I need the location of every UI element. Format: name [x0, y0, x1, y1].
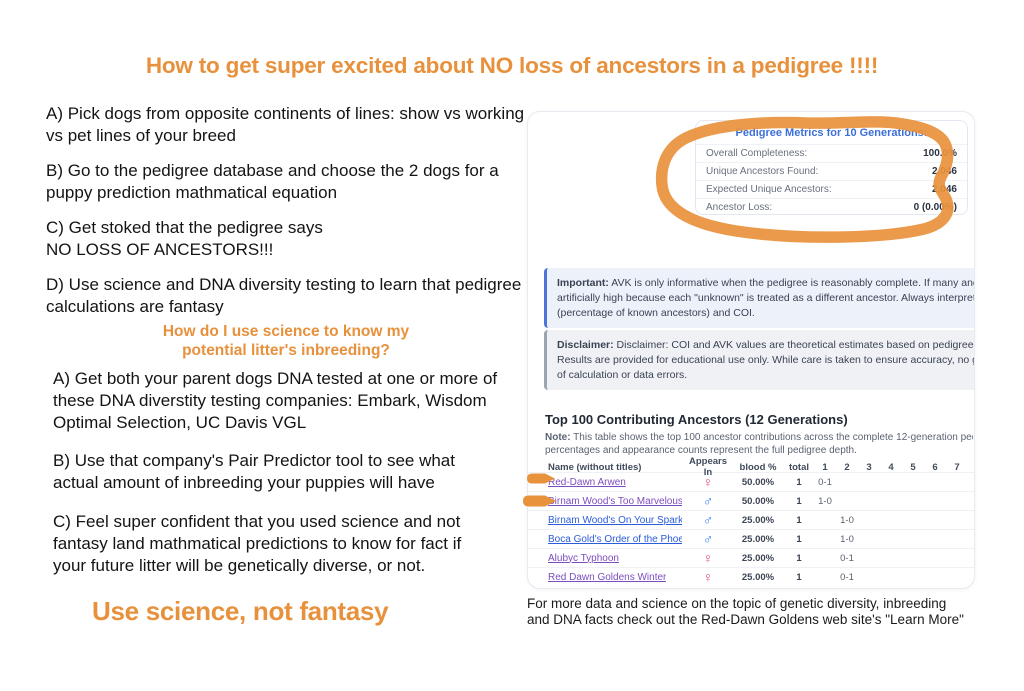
disclaimer-notice: Disclaimer: Disclaimer: COI and AVK valu…	[544, 330, 974, 390]
table-row: Alubyc Typhoon ♀ 25.00% 1 0-1	[528, 548, 974, 567]
ancestor-link[interactable]: Birnam Wood's Too Marvelous For Words	[548, 495, 682, 507]
female-icon: ♀	[702, 474, 714, 490]
ancestors-table-title: Top 100 Contributing Ancestors (12 Gener…	[545, 412, 848, 427]
ancestors-table: Name (without titles) Appears In blood %…	[528, 456, 974, 586]
col-total: total	[788, 461, 810, 473]
table-row: Birnam Wood's Too Marvelous For Words ♂ …	[528, 491, 974, 510]
col-gen-2: 2	[844, 461, 850, 473]
table-row: Red-Dawn Arwen ♀ 50.00% 1 0-1	[528, 472, 974, 491]
step-b2: B) Use that company's Pair Predictor too…	[53, 451, 455, 492]
pedigree-site-screenshot: Pedigree Metrics for 10 Generations: Ove…	[527, 111, 975, 589]
ancestor-link[interactable]: Red Dawn Goldens Winter	[548, 571, 667, 583]
science-question-heading: How do I use science to know my potentia…	[162, 323, 410, 359]
step-c2: C) Feel super confident that you used sc…	[53, 512, 462, 575]
step-a2: A) Get both your parent dogs DNA tested …	[53, 369, 498, 432]
col-gen-5: 5	[910, 461, 916, 473]
metric-row: Overall Completeness: 100.0%	[696, 144, 967, 162]
important-notice: Important: AVK is only informative when …	[544, 268, 974, 328]
step-b1: B) Go to the pedigree database and choos…	[46, 161, 499, 202]
use-science-tagline: Use science, not fantasy	[92, 596, 389, 626]
table-row: Birnam Wood's On Your Spark ♂ 25.00% 1 1…	[528, 510, 974, 529]
pedigree-metrics-card: Pedigree Metrics for 10 Generations: Ove…	[695, 120, 968, 215]
left-text-column: A) Pick dogs from opposite continents of…	[46, 103, 541, 590]
ancestor-link[interactable]: Boca Gold's Order of the Phoenix	[548, 533, 682, 545]
ancestor-link[interactable]: Birnam Wood's On Your Spark	[548, 514, 682, 526]
col-name: Name (without titles)	[548, 461, 642, 473]
col-gen-6: 6	[932, 461, 938, 473]
male-icon: ♂	[702, 531, 714, 547]
ancestor-link[interactable]: Red-Dawn Arwen	[548, 476, 626, 488]
female-icon: ♀	[702, 550, 714, 566]
step-c1: C) Get stoked that the pedigree says NO …	[46, 218, 323, 259]
male-icon: ♂	[702, 493, 714, 509]
col-gen-1: 1	[822, 461, 828, 473]
table-row: Red Dawn Goldens Winter ♀ 25.00% 1 0-1	[528, 567, 974, 586]
slide-title: How to get super excited about NO loss o…	[145, 53, 879, 78]
metrics-title: Pedigree Metrics for 10 Generations:	[735, 127, 928, 139]
col-appears-in: Appears In	[688, 456, 727, 478]
footer-caption: For more data and science on the topic o…	[527, 596, 964, 627]
ancestors-table-note: Note: This table shows the top 100 ances…	[545, 432, 973, 456]
ancestor-link[interactable]: Alubyc Typhoon	[548, 552, 619, 564]
col-gen-3: 3	[866, 461, 872, 473]
col-blood: blood %	[739, 461, 777, 473]
col-gen-7: 7	[954, 461, 960, 473]
col-gen-4: 4	[888, 461, 894, 473]
metric-row: Ancestor Loss: 0 (0.00%)	[696, 198, 967, 214]
metric-row: Unique Ancestors Found: 2,046	[696, 162, 967, 180]
male-icon: ♂	[702, 512, 714, 528]
step-d1: D) Use science and DNA diversity testing…	[46, 275, 522, 316]
table-row: Boca Gold's Order of the Phoenix ♂ 25.00…	[528, 529, 974, 548]
female-icon: ♀	[702, 569, 714, 585]
step-a1: A) Pick dogs from opposite continents of…	[46, 104, 525, 145]
table-header-row: Name (without titles) Appears In blood %…	[528, 456, 974, 478]
metric-row: Expected Unique Ancestors: 2,046	[696, 180, 967, 198]
